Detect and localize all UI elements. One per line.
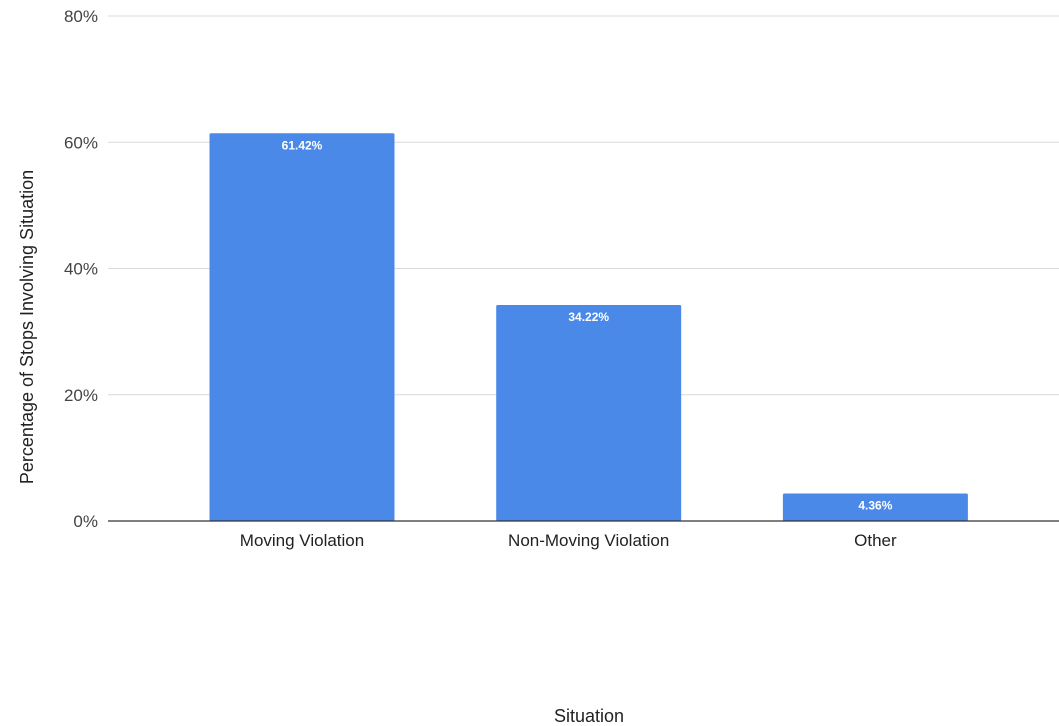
y-tick-label: 80% xyxy=(64,7,98,26)
y-tick-label: 60% xyxy=(64,133,98,152)
y-tick-label: 40% xyxy=(64,260,98,279)
bars: 61.42% 34.22% 4.36% xyxy=(209,133,968,521)
bar xyxy=(209,133,395,521)
bar xyxy=(496,304,682,521)
x-category-label: Moving Violation xyxy=(240,531,364,550)
y-axis-title: Percentage of Stops Involving Situation xyxy=(17,170,37,484)
bar-data-label: 4.36% xyxy=(858,498,892,512)
x-axis-categories: Moving Violation Non-Moving Violation Othe… xyxy=(240,531,897,550)
x-category-label: Other xyxy=(854,531,897,550)
y-axis-ticks: 0% 20% 40% 60% 80% xyxy=(64,7,98,531)
bar xyxy=(782,493,968,521)
bar-data-label: 34.22% xyxy=(568,310,609,324)
x-axis-title: Situation xyxy=(554,706,624,726)
x-category-label: Non-Moving Violation xyxy=(508,531,669,550)
y-tick-label: 0% xyxy=(73,512,98,531)
bar-data-label: 61.42% xyxy=(282,138,323,152)
y-tick-label: 20% xyxy=(64,386,98,405)
